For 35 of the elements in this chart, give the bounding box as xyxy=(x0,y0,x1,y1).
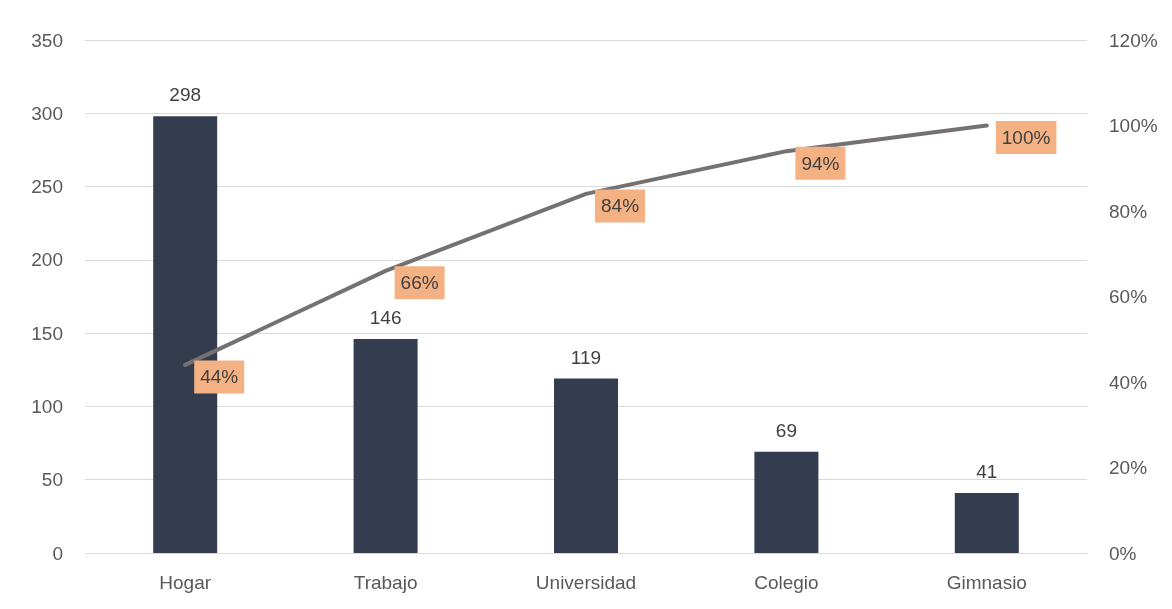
y2-tick-label: 20% xyxy=(1109,457,1148,478)
y2-tick-label: 60% xyxy=(1109,286,1148,307)
x-tick-label: Colegio xyxy=(754,572,819,593)
y2-tick-label: 120% xyxy=(1109,29,1158,51)
y-tick-label: 50 xyxy=(41,469,63,491)
bar xyxy=(754,451,819,553)
y-tick-label: 0 xyxy=(52,542,63,564)
y2-tick-label: 100% xyxy=(1109,115,1158,136)
bar xyxy=(554,378,618,553)
x-tick-label: Gimnasio xyxy=(946,572,1027,593)
line-series xyxy=(183,123,989,367)
x-tick-label: Trabajo xyxy=(353,572,418,593)
data-label: 66% xyxy=(400,272,439,294)
data-label: 44% xyxy=(200,366,239,388)
data-label: 84% xyxy=(601,195,640,217)
y2-tick-label: 40% xyxy=(1109,371,1148,393)
y2-tick-label: 80% xyxy=(1109,200,1148,222)
data-label: 298 xyxy=(169,84,202,106)
data-label: 41 xyxy=(976,460,998,482)
y-tick-label: 100 xyxy=(31,395,63,417)
x-tick-label: Hogar xyxy=(159,572,212,593)
data-label: 94% xyxy=(801,152,840,174)
y-tick-label: 250 xyxy=(31,176,63,198)
y-tick-label: 150 xyxy=(31,322,63,344)
data-label: 146 xyxy=(369,307,402,329)
x-tick-label: Universidad xyxy=(535,572,637,593)
y-tick-label: 350 xyxy=(31,29,63,51)
data-label: 119 xyxy=(570,346,602,368)
y-tick-label: 200 xyxy=(31,249,63,271)
data-label: 69 xyxy=(775,419,797,441)
y-tick-label: 300 xyxy=(31,102,63,124)
data-label: 100% xyxy=(1001,127,1051,148)
bar xyxy=(954,492,1019,553)
y2-tick-label: 0% xyxy=(1109,542,1137,564)
bar xyxy=(353,339,418,553)
